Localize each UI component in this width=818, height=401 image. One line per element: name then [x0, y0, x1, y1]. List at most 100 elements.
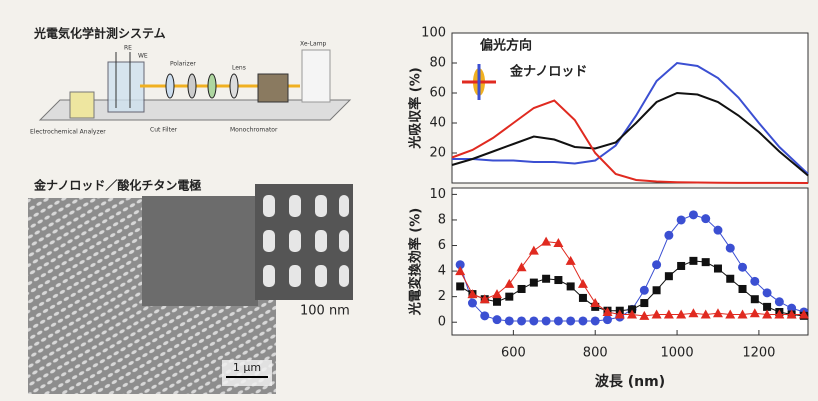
y-tick-label: 40: [429, 116, 446, 131]
marker: [787, 303, 797, 313]
marker: [737, 309, 748, 319]
marker: [578, 293, 587, 302]
marker: [688, 308, 699, 318]
marker: [504, 316, 514, 326]
marker: [577, 278, 588, 288]
marker: [738, 284, 747, 293]
marker: [701, 258, 710, 267]
marker: [712, 308, 723, 318]
y-tick-label: 4: [438, 264, 446, 279]
y-tick-label: 8: [438, 212, 446, 227]
x-tick-label: 600: [501, 346, 526, 361]
scale-label: 1 μm: [233, 361, 261, 374]
y-tick-label: 100: [421, 26, 446, 41]
marker: [590, 298, 601, 308]
series-line: [452, 61, 809, 175]
y-tick-label: 2: [438, 289, 446, 304]
marker: [688, 210, 698, 220]
scale-box: [222, 360, 272, 386]
x-tick-label: 800: [583, 346, 608, 361]
marker: [492, 315, 502, 325]
marker: [786, 309, 797, 319]
marker: [578, 316, 588, 326]
marker: [480, 311, 490, 321]
marker: [553, 237, 564, 247]
series-line: [451, 91, 809, 177]
marker: [467, 289, 478, 299]
marker: [602, 306, 613, 316]
marker: [762, 309, 773, 319]
marker: [505, 292, 514, 301]
marker: [541, 316, 551, 326]
y-tick-label: 0: [438, 315, 446, 330]
marker: [517, 284, 526, 293]
marker: [627, 309, 638, 319]
series-line: [451, 99, 809, 184]
marker: [590, 316, 600, 326]
marker: [455, 266, 466, 276]
marker: [750, 276, 760, 286]
y-tick-label: 6: [438, 238, 446, 253]
marker: [553, 316, 563, 326]
label: Lens: [232, 65, 246, 72]
marker: [517, 316, 527, 326]
marker: [639, 285, 649, 295]
x-tick-label: 1200: [742, 346, 775, 361]
sem-title: 金ナノロッド／酸化チタン電極: [33, 178, 201, 193]
marker: [676, 215, 686, 225]
marker: [628, 305, 637, 314]
apparatus: [38, 49, 352, 121]
scale-label: 100 nm: [300, 304, 350, 319]
label: Polarizer: [170, 61, 196, 68]
marker: [774, 309, 785, 319]
label: Electrochemical Analyzer: [30, 129, 106, 136]
marker: [554, 276, 563, 285]
marker: [651, 309, 662, 319]
marker: [479, 294, 490, 304]
marker: [762, 288, 772, 298]
y-tick-label: 60: [429, 86, 446, 101]
marker: [713, 225, 723, 235]
marker: [652, 260, 662, 270]
marker: [700, 309, 711, 319]
marker: [750, 295, 759, 304]
marker: [798, 309, 809, 319]
y-tick-label: 80: [429, 56, 446, 71]
label: Monochromator: [230, 127, 278, 134]
marker: [676, 309, 687, 319]
label: Xe-Lamp: [300, 41, 327, 48]
marker: [677, 261, 686, 270]
label: WE: [138, 53, 148, 60]
marker: [528, 245, 539, 255]
marker: [493, 297, 502, 306]
diagram-title: 光電気化学計測システム: [33, 26, 166, 41]
marker: [664, 272, 673, 281]
marker: [664, 230, 674, 240]
x-axis-label: 波長 (nm): [595, 373, 665, 390]
marker: [614, 309, 625, 319]
marker: [602, 315, 612, 325]
y-tick-label: 20: [429, 146, 446, 161]
sem-zoom: [142, 196, 258, 306]
marker: [566, 316, 576, 326]
marker: [566, 282, 575, 291]
marker: [640, 299, 649, 308]
marker: [456, 282, 465, 291]
marker: [529, 316, 539, 326]
marker: [738, 262, 748, 272]
rods: [263, 195, 349, 287]
marker: [529, 278, 538, 287]
marker: [504, 278, 515, 288]
marker: [565, 255, 576, 265]
marker: [725, 243, 735, 253]
annotation: 金ナノロッド: [509, 64, 587, 80]
marker: [689, 256, 698, 265]
y-axis-label: 光吸収率 (%): [408, 67, 424, 149]
marker: [542, 274, 551, 283]
annotation: 偏光方向: [480, 38, 532, 54]
marker: [725, 309, 736, 319]
marker: [726, 274, 735, 283]
marker: [774, 297, 784, 307]
marker: [455, 260, 465, 270]
